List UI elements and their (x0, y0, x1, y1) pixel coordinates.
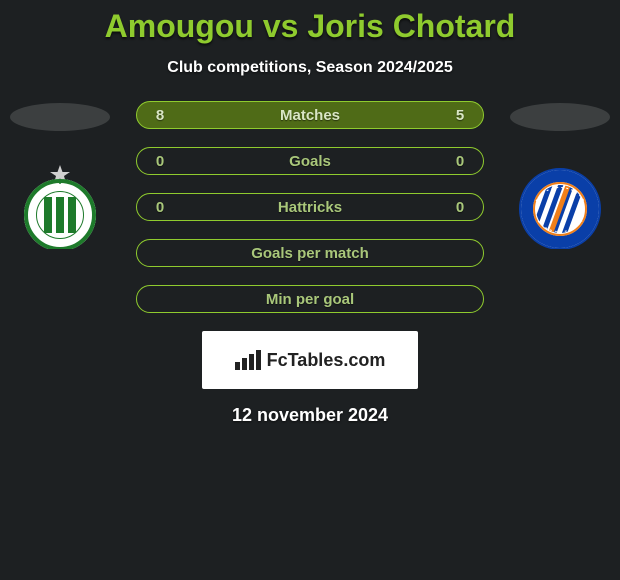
stat-pill: Goals per match (136, 239, 484, 267)
page-subtitle: Club competitions, Season 2024/2025 (0, 59, 620, 77)
left-side (0, 101, 120, 249)
bar-chart-icon (235, 350, 261, 370)
watermark-box: FcTables.com (202, 331, 418, 389)
stat-label: Hattricks (169, 199, 451, 216)
stat-left-value: 8 (151, 107, 169, 124)
stat-left-value: 0 (151, 153, 169, 170)
comparison-row: 8Matches50Goals00Hattricks0Goals per mat… (0, 101, 620, 313)
stat-pill: 0Hattricks0 (136, 193, 484, 221)
page-title: Amougou vs Joris Chotard (0, 0, 620, 45)
stat-label: Matches (169, 107, 451, 124)
stat-left-value: 0 (151, 199, 169, 216)
stat-right-value: 0 (451, 153, 469, 170)
saint-etienne-badge-icon (10, 163, 110, 249)
right-club-badge (510, 163, 610, 249)
stat-label: Goals (169, 153, 451, 170)
stat-pill: Min per goal (136, 285, 484, 313)
stat-right-value: 0 (451, 199, 469, 216)
stat-label: Goals per match (169, 245, 451, 262)
montpellier-badge-icon (510, 163, 610, 249)
stat-pill: 0Goals0 (136, 147, 484, 175)
stat-pill: 8Matches5 (136, 101, 484, 129)
date-text: 12 november 2024 (0, 405, 620, 426)
left-player-slot (10, 103, 110, 131)
stats-column: 8Matches50Goals00Hattricks0Goals per mat… (120, 101, 500, 313)
stat-label: Min per goal (169, 291, 451, 308)
right-side (500, 101, 620, 249)
right-player-slot (510, 103, 610, 131)
stat-right-value: 5 (451, 107, 469, 124)
left-club-badge (10, 163, 110, 249)
watermark-text: FcTables.com (267, 350, 386, 371)
